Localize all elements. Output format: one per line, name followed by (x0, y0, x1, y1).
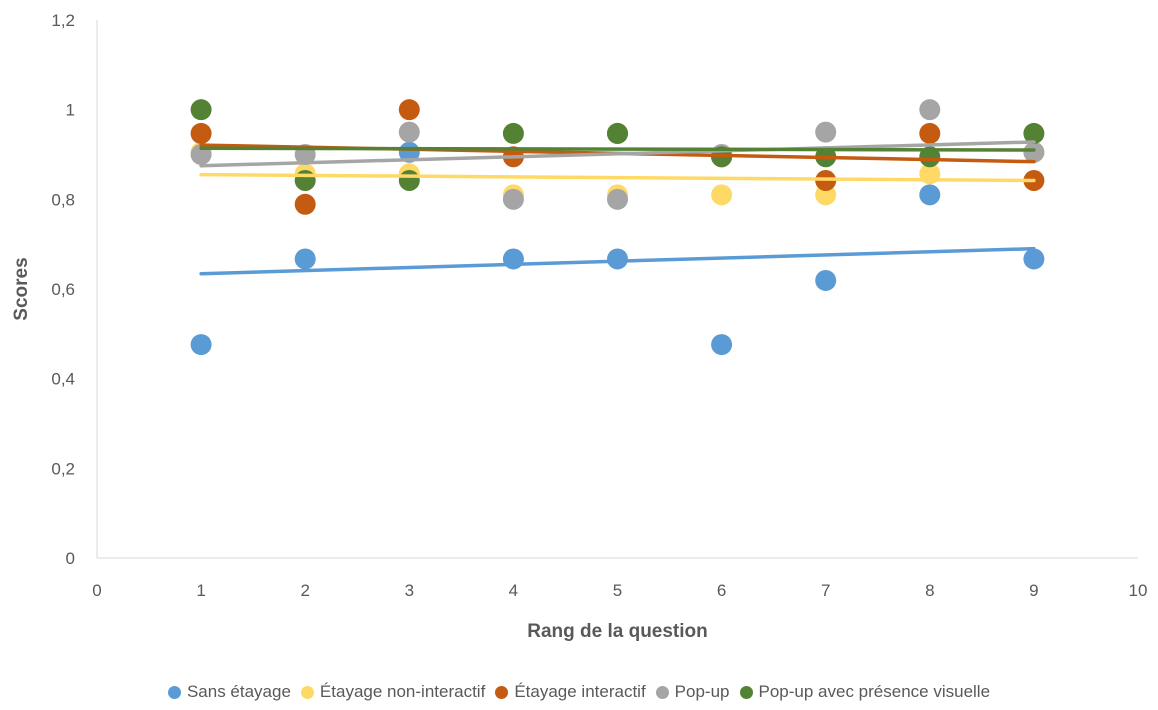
scatter-chart: 0 1 2 3 4 5 6 7 8 9 10 0 0,2 0,4 0,6 0,8 1 1,2 Rang de la … (11, 11, 1148, 642)
data-point (815, 184, 837, 206)
data-point (607, 188, 628, 210)
y-axis-title: Scores (11, 257, 32, 320)
x-tick-label: 0 (92, 581, 101, 600)
legend-item: Pop-up avec présence visuelle (739, 682, 991, 702)
data-point (1023, 122, 1045, 144)
data-point (607, 248, 628, 270)
x-tick-label: 5 (613, 581, 622, 600)
y-tick-label: 1,2 (51, 11, 75, 30)
x-tick-label: 2 (300, 581, 309, 600)
legend-marker (300, 685, 314, 699)
data-point (1023, 248, 1045, 270)
data-point (190, 334, 212, 356)
data-point (502, 188, 524, 210)
x-tick-label: 10 (1129, 581, 1148, 600)
legend-marker (167, 685, 181, 699)
x-tick-label: 7 (821, 581, 830, 600)
trendline (199, 172, 1036, 183)
x-tick-label: 6 (717, 581, 726, 600)
data-point (502, 122, 524, 144)
legend-marker (739, 685, 753, 699)
legend-item: Sans étayage (167, 682, 291, 702)
chart-legend: Sans étayage Étayage non-interactif Étayag… (0, 682, 1158, 702)
y-tick-label: 0,2 (51, 459, 75, 478)
trendline (199, 146, 1036, 152)
x-tick-label: 9 (1029, 581, 1038, 600)
trendline (199, 246, 1036, 276)
data-point (190, 122, 212, 144)
y-tick-label: 0,4 (51, 370, 75, 389)
data-point (815, 121, 837, 143)
y-tick-label: 0 (66, 549, 75, 568)
x-axis-title: Rang de la question (527, 621, 708, 642)
x-tick-label: 4 (509, 581, 518, 600)
legend-label: Étayage non-interactif (319, 682, 486, 701)
trendline (199, 140, 1036, 168)
data-point (607, 122, 628, 144)
data-point (919, 184, 941, 206)
legend-marker (655, 685, 669, 699)
data-point (398, 170, 420, 192)
legend-label: Pop-up (674, 682, 730, 701)
data-point (711, 334, 733, 356)
data-point (398, 121, 420, 143)
data-point (190, 99, 212, 121)
legend-item: Étayage non-interactif (300, 682, 486, 702)
data-point (294, 170, 316, 192)
data-point (815, 269, 837, 291)
data-point (398, 99, 420, 121)
x-tick-label: 3 (405, 581, 414, 600)
data-point (1023, 141, 1045, 163)
y-tick-label: 1 (66, 101, 75, 120)
legend-label: Étayage interactif (514, 682, 646, 701)
legend-item: Étayage interactif (495, 682, 646, 702)
data-point (294, 193, 316, 215)
data-point (919, 99, 941, 121)
data-point (294, 248, 316, 270)
legend-label: Sans étayage (186, 682, 291, 701)
data-point (919, 122, 941, 144)
legend-label: Pop-up avec présence visuelle (758, 682, 991, 701)
legend-item: Pop-up (655, 682, 730, 702)
data-point (711, 184, 733, 206)
x-tick-label: 8 (925, 581, 934, 600)
legend-marker (495, 685, 509, 699)
y-tick-label: 0,8 (51, 190, 75, 209)
x-tick-label: 1 (196, 581, 205, 600)
y-tick-label: 0,6 (51, 280, 75, 299)
